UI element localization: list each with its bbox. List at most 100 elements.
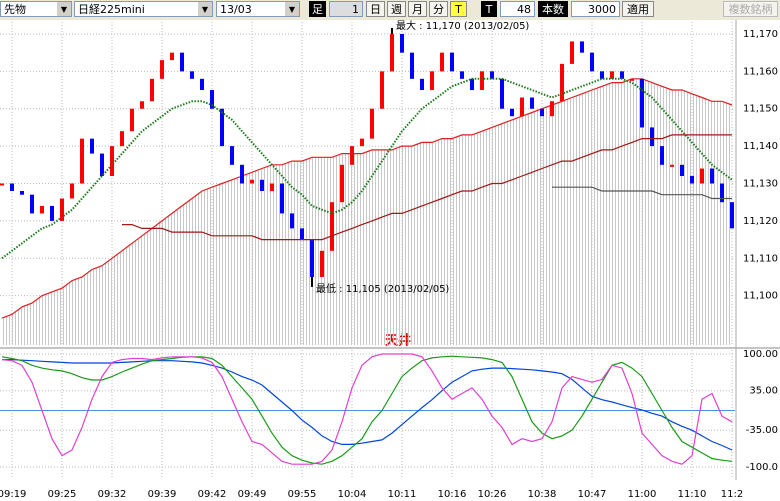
candle [480, 71, 484, 91]
x-tick-label: 09:19 [0, 489, 26, 500]
candle [510, 108, 514, 117]
annotation: 最大 : 11,170 (2013/02/05) [396, 20, 529, 32]
week-button[interactable]: 週 [387, 1, 406, 17]
x-tick-label: 10:38 [528, 489, 557, 500]
candle [420, 78, 424, 91]
bar-size-input[interactable]: 1 [329, 1, 363, 17]
candle [500, 78, 504, 109]
x-tick-label: 09:32 [98, 489, 127, 500]
candle [20, 190, 24, 195]
candle [340, 164, 344, 203]
candle [590, 52, 594, 72]
candle [410, 52, 414, 79]
candle [460, 71, 464, 79]
annotation: 最低 : 11,105 (2013/02/05) [316, 282, 449, 295]
candle [210, 90, 214, 109]
ma-area [2, 78, 732, 346]
line [552, 186, 732, 200]
toolbar: 先物 日経225mini 13/03 足 1 日 週 月 分 T T 48 本数… [0, 0, 780, 20]
candle [110, 146, 114, 177]
x-tick-label: 10:11 [388, 489, 417, 500]
line [122, 134, 732, 241]
count-input[interactable]: 3000 [571, 1, 620, 17]
x-tick-label: 09:42 [198, 489, 227, 500]
y-tick-label: 11,120 [743, 216, 778, 227]
contract-select[interactable]: 13/03 [216, 1, 300, 17]
line [1, 78, 733, 319]
minute-button[interactable]: 分 [429, 1, 448, 17]
y-tick-label: -35.00 [746, 425, 778, 436]
candle [390, 33, 394, 72]
candle [230, 146, 234, 165]
candle [440, 52, 444, 72]
y-tick-label: 11,160 [743, 66, 778, 77]
candle [700, 168, 704, 184]
apply-button[interactable]: 適用 [622, 1, 654, 17]
y-tick-label: 35.00 [749, 386, 778, 397]
multi-button[interactable]: 複数銘柄 [723, 1, 778, 17]
candle [690, 176, 694, 184]
candle [330, 202, 334, 251]
candle [170, 52, 174, 61]
candle [660, 146, 664, 165]
candle [90, 138, 94, 154]
candle [680, 164, 684, 177]
candle [490, 71, 494, 79]
candle [10, 183, 14, 191]
candle [400, 33, 404, 53]
candle [640, 78, 644, 128]
candle [710, 168, 714, 184]
candle [180, 52, 184, 72]
day-button[interactable]: 日 [366, 1, 385, 17]
candle [70, 183, 74, 199]
y-tick-label: 100.00 [743, 349, 778, 360]
candle [60, 198, 64, 221]
candle [370, 108, 374, 139]
candle [650, 127, 654, 147]
candle [190, 71, 194, 79]
candle [360, 138, 364, 147]
candle [620, 71, 624, 79]
candle [100, 153, 104, 177]
candle [80, 138, 84, 184]
x-tick-label: 10:16 [438, 489, 467, 500]
candle [520, 97, 524, 117]
month-button[interactable]: 月 [408, 1, 427, 17]
candle [470, 78, 474, 91]
candle [670, 164, 674, 167]
candle [560, 63, 564, 102]
candle [380, 71, 384, 109]
x-tick-label: 10:26 [478, 489, 507, 500]
count-label: 本数 [538, 1, 568, 17]
candle [130, 108, 134, 132]
candle [0, 183, 4, 186]
y-tick-label: 11,110 [743, 253, 778, 264]
candle [200, 78, 204, 91]
candle [430, 71, 434, 91]
symbol-select[interactable]: 日経225mini [74, 1, 213, 17]
candle [450, 52, 454, 72]
x-tick-label: 11:00 [628, 489, 657, 500]
candle [290, 213, 294, 229]
tick-count-input[interactable]: 48 [500, 1, 535, 17]
candle [280, 183, 284, 214]
x-tick-label: 11:10 [678, 489, 707, 500]
candle [730, 202, 734, 229]
candle [140, 101, 144, 109]
candle [310, 239, 314, 277]
y-tick-label: -100.0 [746, 462, 778, 473]
candle [260, 179, 264, 191]
line [1, 353, 733, 465]
candle [320, 250, 324, 277]
market-select[interactable]: 先物 [0, 1, 72, 17]
candle [550, 101, 554, 117]
tick-button[interactable]: T [450, 1, 467, 17]
x-tick-label: 09:55 [288, 489, 317, 500]
candle [600, 71, 604, 79]
candle [50, 205, 54, 221]
y-tick-label: 11,150 [743, 104, 778, 115]
y-tick-label: 11,130 [743, 179, 778, 190]
candle [160, 60, 164, 79]
x-tick-label: 10:04 [338, 489, 367, 500]
